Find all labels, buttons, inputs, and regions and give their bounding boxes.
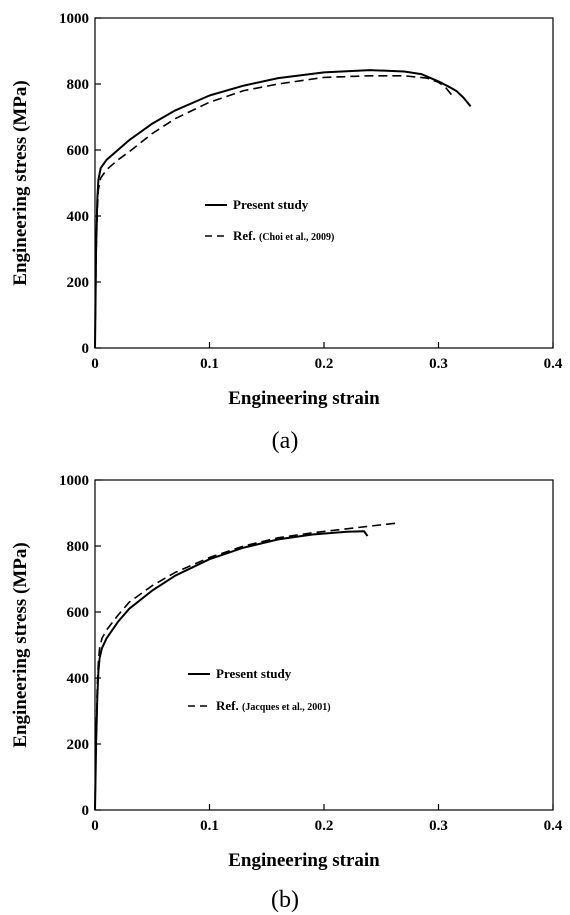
y-tick-label-b-5: 1000 bbox=[59, 473, 89, 489]
x-axis-label-a: Engineering strain bbox=[228, 388, 380, 409]
legend-label-ref-a: Ref. (Choi et al., 2009) bbox=[233, 228, 334, 243]
chart-panel-b: 0 200 400 600 800 1000 0 0.1 0.2 0.3 0.4 Present … bbox=[10, 473, 563, 913]
y-ticks-b: 0 200 400 600 800 1000 bbox=[59, 473, 101, 819]
x-tick-label-a-2: 0.2 bbox=[315, 356, 334, 372]
y-tick-label-a-2: 400 bbox=[67, 209, 90, 225]
y-axis-label-a: Engineering stress (MPa) bbox=[10, 80, 31, 285]
x-tick-label-b-2: 0.2 bbox=[315, 818, 334, 834]
y-tick-label-a-4: 800 bbox=[67, 77, 90, 93]
plot-frame-b bbox=[94, 479, 554, 811]
legend-ref-citation-b: (Jacques et al., 2001) bbox=[242, 702, 331, 713]
legend-label-present-study-b: Present study bbox=[216, 666, 292, 681]
series-group-b bbox=[94, 522, 399, 811]
x-tick-label-a-0: 0 bbox=[91, 356, 99, 372]
legend-ref-word-b: Ref. bbox=[216, 698, 239, 713]
y-tick-label-a-1: 200 bbox=[67, 275, 90, 291]
legend-label-present-study-a: Present study bbox=[233, 197, 309, 212]
legend-b: Present study Ref. (Jacques et al., 2001… bbox=[188, 666, 331, 713]
y-tick-label-b-3: 600 bbox=[67, 605, 90, 621]
caption-a: (a) bbox=[272, 428, 299, 454]
legend-a: Present study Ref. (Choi et al., 2009) bbox=[205, 197, 334, 243]
x-tick-label-a-4: 0.4 bbox=[544, 356, 563, 372]
series-line-a-ref bbox=[94, 75, 453, 349]
x-axis-label-b: Engineering strain bbox=[228, 850, 380, 871]
y-tick-label-b-1: 200 bbox=[67, 737, 90, 753]
caption-b: (b) bbox=[271, 887, 299, 913]
y-tick-label-b-4: 800 bbox=[67, 539, 90, 555]
x-ticks-b: 0 0.1 0.2 0.3 0.4 bbox=[91, 804, 563, 834]
y-ticks-a: 0 200 400 600 800 1000 bbox=[59, 11, 101, 357]
chart-panel-a: 0 200 400 600 800 1000 0 0.1 0.2 0.3 0.4 Present … bbox=[10, 11, 563, 454]
x-tick-label-b-4: 0.4 bbox=[544, 818, 563, 834]
plot-frame-a bbox=[94, 17, 554, 349]
x-tick-label-a-1: 0.1 bbox=[200, 356, 219, 372]
series-line-a-present-study bbox=[94, 69, 472, 349]
y-tick-label-b-2: 400 bbox=[67, 671, 90, 687]
y-tick-label-a-5: 1000 bbox=[59, 11, 89, 27]
legend-ref-word-a: Ref. bbox=[233, 228, 256, 243]
legend-ref-citation-a: (Choi et al., 2009) bbox=[259, 232, 334, 243]
x-ticks-a: 0 0.1 0.2 0.3 0.4 bbox=[91, 342, 563, 372]
series-line-b-ref bbox=[94, 522, 399, 811]
y-axis-label-b: Engineering stress (MPa) bbox=[10, 542, 31, 747]
x-tick-label-b-1: 0.1 bbox=[200, 818, 219, 834]
y-tick-label-a-3: 600 bbox=[67, 143, 90, 159]
x-tick-label-b-3: 0.3 bbox=[429, 818, 448, 834]
y-tick-label-a-0: 0 bbox=[82, 341, 90, 357]
x-tick-label-a-3: 0.3 bbox=[429, 356, 448, 372]
legend-label-ref-b: Ref. (Jacques et al., 2001) bbox=[216, 698, 331, 713]
y-tick-label-b-0: 0 bbox=[82, 803, 90, 819]
x-tick-label-b-0: 0 bbox=[91, 818, 99, 834]
series-group-a bbox=[94, 69, 472, 349]
